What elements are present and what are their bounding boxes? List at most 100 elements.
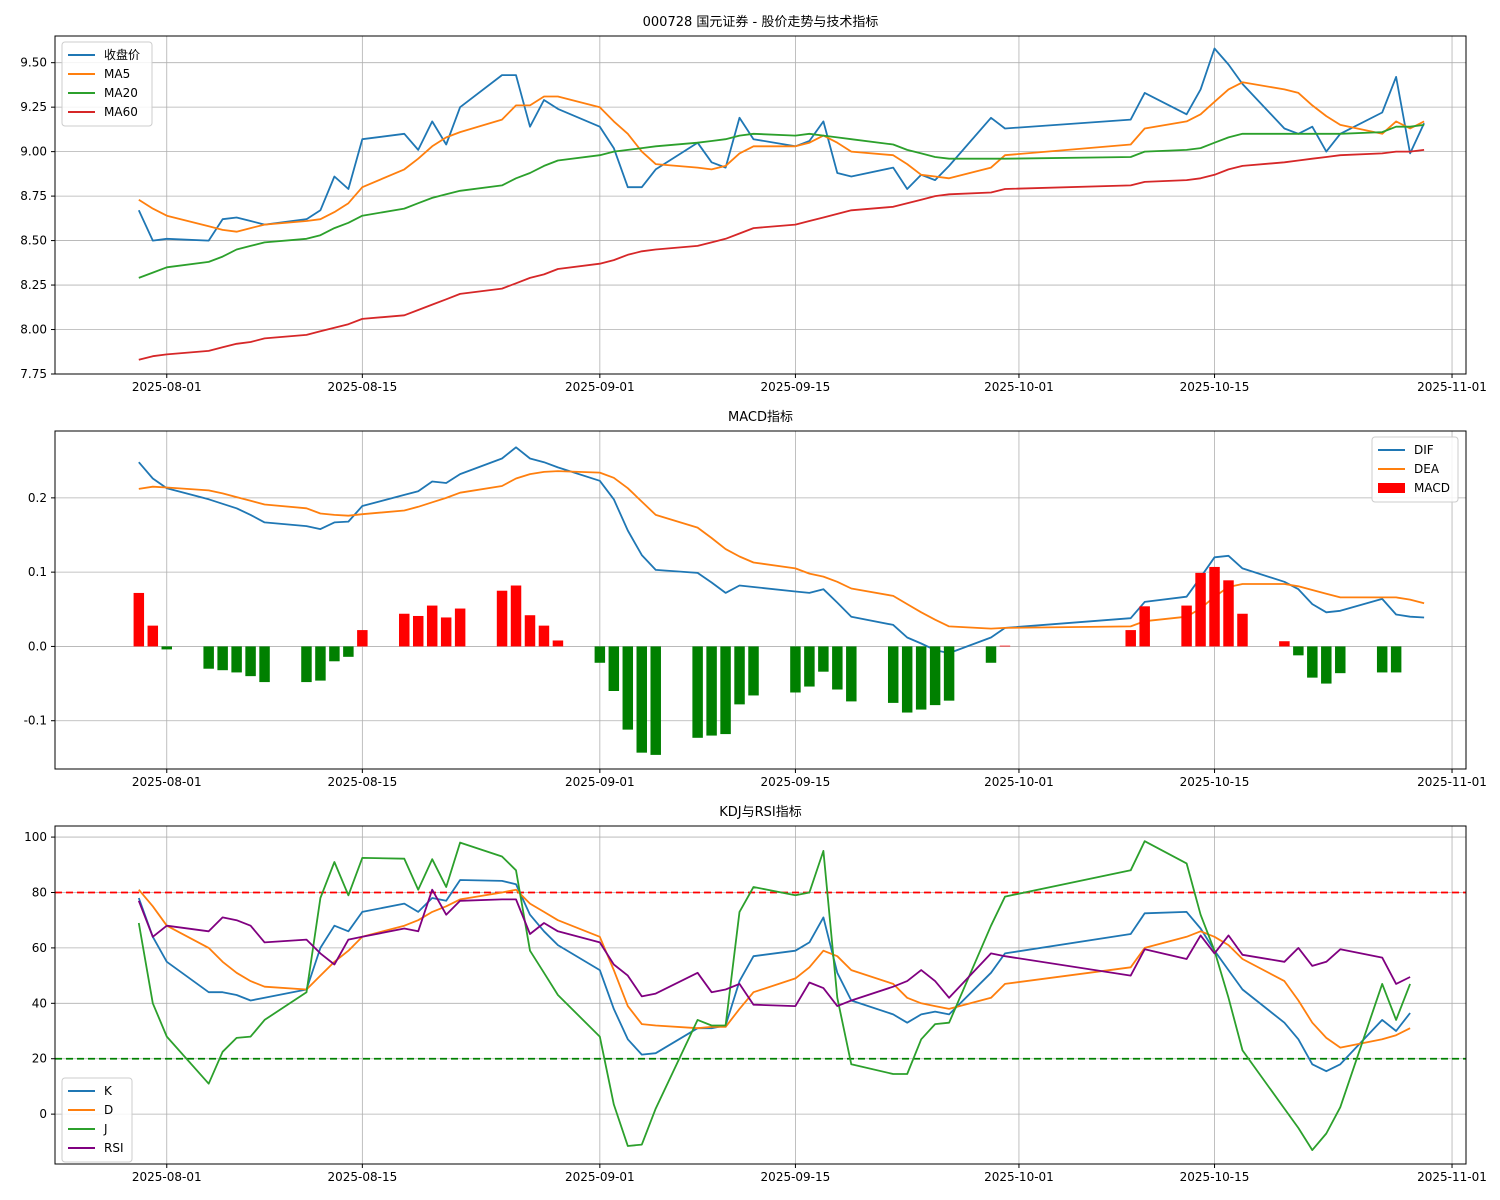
plot-frame [54, 825, 1467, 1165]
macd-bar [1195, 572, 1206, 647]
macd-bar [943, 646, 955, 701]
y-tick-label: 9.00 [20, 145, 47, 159]
macd-bar [1307, 646, 1318, 678]
macd-bar [734, 646, 745, 705]
x-tick-label: 2025-08-01 [132, 775, 202, 789]
chart-panel-3: KDJ与RSI指标 2025-08-01 2025-08-15 2025-09-01 2… [24, 805, 1487, 1184]
macd-bar [496, 590, 508, 647]
x-tick-label: 2025-09-01 [565, 1170, 635, 1184]
y-tick-label: 7.75 [20, 367, 47, 381]
legend-label: MA20 [104, 86, 138, 100]
macd-bar [832, 646, 843, 690]
macd-bar [901, 646, 913, 713]
macd-bar [552, 640, 564, 647]
macd-bar [790, 646, 801, 693]
macd-bar [426, 605, 438, 647]
legend: KDJ RSI [61, 1077, 133, 1163]
macd-bar [999, 645, 1011, 647]
x-tick-label: 2025-10-01 [984, 380, 1054, 394]
macd-bar [1376, 646, 1388, 673]
macd-bar [1209, 566, 1220, 647]
macd-bar [818, 646, 829, 672]
macd-bar [706, 646, 717, 736]
macd-bar [804, 646, 815, 687]
macd-bar [915, 646, 927, 710]
macd-bar [720, 646, 731, 735]
x-tick-label: 2025-08-01 [132, 1170, 202, 1184]
legend-label: J [103, 1122, 108, 1136]
macd-bar [650, 646, 661, 755]
x-tick-label: 2025-11-01 [1417, 380, 1487, 394]
x-tick-label: 2025-09-01 [565, 380, 635, 394]
macd-bar [538, 625, 550, 647]
macd-bar [622, 646, 634, 730]
macd-bar [440, 617, 452, 647]
legend-frame [61, 41, 153, 127]
macd-bar [133, 592, 145, 647]
y-tick-label: 8.25 [20, 278, 47, 292]
chart-title: MACD指标 [728, 410, 793, 425]
macd-bar [929, 646, 941, 706]
legend-label: D [104, 1103, 113, 1117]
x-tick-label: 2025-08-01 [132, 380, 202, 394]
plot-frame [54, 35, 1467, 375]
macd-bar [1321, 646, 1332, 684]
x-tick-label: 2025-10-15 [1180, 1170, 1250, 1184]
x-tick-label: 2025-09-15 [761, 1170, 831, 1184]
macd-bar [608, 646, 620, 691]
macd-bar [846, 646, 857, 702]
legend: 收盘价 MA5 MA20 MA60 [61, 41, 153, 127]
macd-bar [231, 646, 242, 673]
y-tick-label: 9.25 [20, 100, 47, 114]
y-tick-label: 9.50 [20, 56, 47, 70]
macd-bar [161, 646, 173, 650]
y-tick-label: 100 [24, 830, 47, 844]
y-tick-label: 8.00 [20, 323, 47, 337]
x-tick-label: 2025-10-15 [1180, 775, 1250, 789]
legend-swatch [1378, 483, 1405, 493]
x-tick-label: 2025-08-15 [327, 1170, 397, 1184]
series-line-MA20 [138, 124, 1425, 279]
series-line-MA60 [138, 149, 1425, 361]
x-tick-label: 2025-08-15 [327, 775, 397, 789]
macd-bar [315, 646, 326, 681]
macd-bar [1335, 646, 1346, 674]
legend-label: MA60 [104, 105, 138, 119]
legend-label: DEA [1414, 462, 1440, 476]
chart-panel-2: MACD指标 2025-08-01 2025-08-15 2025-09-01 2025… [24, 410, 1487, 789]
macd-bar [454, 608, 466, 647]
macd-bar [357, 630, 368, 647]
x-tick-label: 2025-09-01 [565, 775, 635, 789]
x-tick-label: 2025-10-01 [984, 775, 1054, 789]
series-line-D [138, 888, 1411, 1049]
y-tick-label: -0.1 [24, 714, 47, 728]
series-line-MA5 [138, 81, 1425, 233]
macd-bar [329, 646, 340, 662]
x-tick-label: 2025-11-01 [1417, 775, 1487, 789]
legend-label: MA5 [104, 67, 130, 81]
macd-bar [203, 646, 214, 669]
macd-bar [985, 646, 997, 663]
x-tick-label: 2025-11-01 [1417, 1170, 1487, 1184]
y-tick-label: 0.2 [28, 491, 47, 505]
chart-title: 000728 国元证券 - 股价走势与技术指标 [643, 14, 879, 30]
legend-frame [61, 1077, 133, 1163]
plot-frame [54, 430, 1467, 770]
y-tick-label: 80 [32, 885, 47, 899]
y-tick-label: 0.0 [28, 639, 47, 653]
macd-bar [1293, 646, 1304, 656]
macd-bar [594, 646, 606, 663]
legend-label: 收盘价 [104, 47, 140, 62]
series-line-J [137, 840, 1411, 1151]
macd-bar [636, 646, 647, 753]
macd-bar [343, 646, 354, 657]
x-tick-label: 2025-10-01 [984, 1170, 1054, 1184]
macd-bar [1237, 613, 1248, 647]
macd-bar [887, 646, 899, 703]
macd-bar [412, 615, 424, 647]
x-tick-label: 2025-08-15 [327, 380, 397, 394]
macd-bar [748, 646, 759, 696]
macd-bar [510, 585, 522, 647]
y-tick-label: 20 [32, 1052, 47, 1066]
macd-histogram [133, 566, 1402, 755]
